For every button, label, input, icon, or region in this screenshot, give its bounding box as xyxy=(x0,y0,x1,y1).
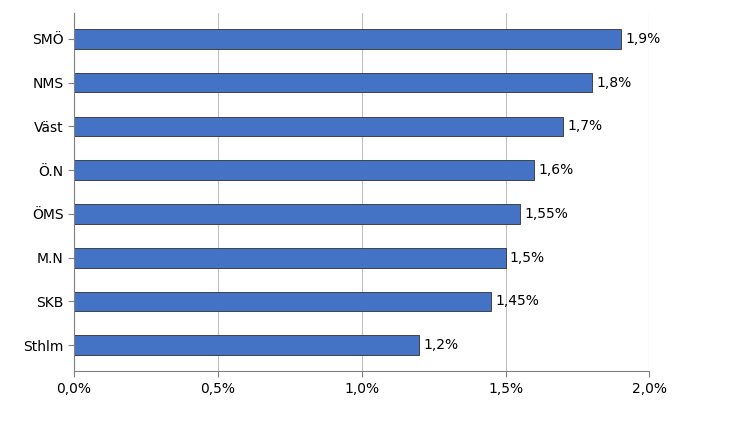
Bar xyxy=(74,116,563,136)
Text: 1,5%: 1,5% xyxy=(510,251,545,265)
Bar xyxy=(74,160,534,180)
Text: 1,55%: 1,55% xyxy=(524,207,568,221)
Bar xyxy=(74,292,492,311)
Bar xyxy=(74,204,520,224)
Bar xyxy=(74,29,621,49)
Bar xyxy=(74,335,419,355)
Bar xyxy=(74,248,506,268)
Bar xyxy=(74,73,592,92)
Text: 1,7%: 1,7% xyxy=(568,119,602,133)
Text: 1,6%: 1,6% xyxy=(539,163,574,177)
Text: 1,45%: 1,45% xyxy=(495,295,539,308)
Text: 1,9%: 1,9% xyxy=(625,32,661,46)
Text: 1,8%: 1,8% xyxy=(596,76,632,89)
Text: 1,2%: 1,2% xyxy=(424,338,458,352)
